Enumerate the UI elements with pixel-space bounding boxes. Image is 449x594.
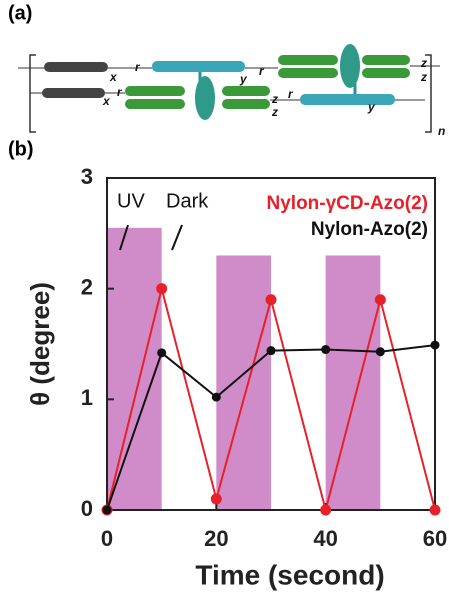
uv-band xyxy=(325,255,381,510)
segment-y xyxy=(152,61,245,72)
uv-band xyxy=(107,227,162,511)
data-point xyxy=(430,340,440,350)
label: y xyxy=(367,100,376,114)
y-tick-label: 1 xyxy=(81,385,93,410)
data-point xyxy=(321,345,331,355)
data-point xyxy=(210,493,222,505)
label: n xyxy=(438,124,445,138)
segment-y xyxy=(300,94,395,105)
segment-z xyxy=(362,68,410,78)
annotation-pointer xyxy=(171,224,183,251)
segment-z xyxy=(125,99,185,109)
x-tick-label: 20 xyxy=(204,526,228,551)
data-point xyxy=(265,294,277,306)
y-axis-title: θ (degree) xyxy=(25,282,55,406)
panel-label: (a) xyxy=(8,2,32,24)
cyclodextrin xyxy=(340,44,360,88)
label: x xyxy=(109,70,118,84)
data-point xyxy=(211,392,221,402)
segment-z xyxy=(222,86,270,96)
diagram: x r y r z z x r z z r y n xyxy=(18,44,445,138)
data-point xyxy=(266,346,276,356)
data-point xyxy=(374,294,386,306)
x-tick-label: 40 xyxy=(313,526,337,551)
label: r xyxy=(117,85,123,99)
annotation: Dark xyxy=(166,190,209,212)
data-point xyxy=(375,347,385,357)
data-point xyxy=(429,504,441,516)
segment-z xyxy=(125,86,185,96)
segment-z xyxy=(278,55,338,65)
segment-x xyxy=(42,88,105,98)
panel-label: (b) xyxy=(8,138,34,160)
x-tick-label: 60 xyxy=(423,526,447,551)
label: z xyxy=(271,92,278,106)
data-point xyxy=(102,505,112,515)
data-point xyxy=(156,283,168,295)
legend-label: Nylon-γCD-Azo(2) xyxy=(267,193,429,214)
label: z xyxy=(420,70,427,84)
legend-label: Nylon-Azo(2) xyxy=(311,219,428,240)
y-tick-label: 3 xyxy=(81,164,93,189)
y-tick-label: 2 xyxy=(81,274,93,299)
label: z xyxy=(420,56,427,70)
label: x xyxy=(102,94,111,108)
segment-z xyxy=(222,99,270,109)
label: r xyxy=(135,60,141,74)
plot: 0 20 40 60 0 1 2 3 Nylon-γCD-Azo(2) Nylon-Azo(2) xyxy=(81,164,447,551)
segment-x xyxy=(44,62,108,72)
label: r xyxy=(288,87,294,101)
cyclodextrin xyxy=(195,76,215,120)
label: y xyxy=(239,72,248,86)
annotation: UV xyxy=(117,190,145,212)
y-tick-label: 0 xyxy=(81,496,93,521)
x-axis-title: Time (second) xyxy=(195,559,384,590)
segment-z xyxy=(362,55,410,65)
label: z xyxy=(271,105,278,119)
segment-z xyxy=(278,68,338,78)
data-point xyxy=(320,504,332,516)
data-point xyxy=(157,348,167,358)
x-tick-label: 0 xyxy=(101,526,113,551)
annotation-pointer xyxy=(119,224,129,251)
label: r xyxy=(259,64,265,78)
